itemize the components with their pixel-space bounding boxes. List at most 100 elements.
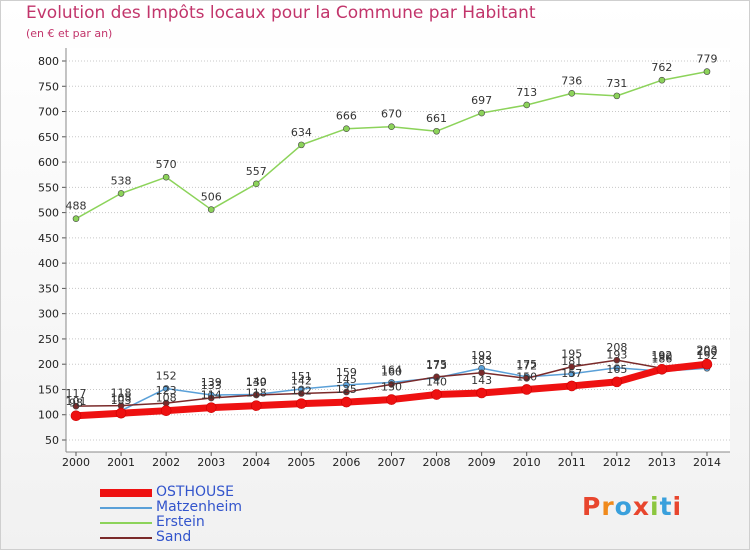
legend-swatch — [100, 521, 152, 524]
y-tick-label: 300 — [38, 308, 59, 321]
data-label-sand: 139 — [246, 376, 267, 389]
data-point-osthouse — [160, 405, 172, 416]
data-point-erstein — [703, 68, 711, 75]
legend-item-erstein: Erstein — [100, 515, 242, 530]
y-tick-label: 400 — [38, 257, 59, 270]
data-label-osthouse: 130 — [381, 381, 402, 394]
chart-subtitle: (en € et par an) — [26, 27, 113, 40]
legend-label: Erstein — [156, 514, 205, 530]
x-tick-label: 2006 — [332, 456, 360, 469]
data-label-matzenheim: 139 — [201, 376, 222, 389]
data-label-osthouse: 122 — [291, 385, 312, 398]
legend-item-matzenheim: Matzenheim — [100, 500, 242, 515]
x-tick-label: 2014 — [693, 456, 721, 469]
x-tick-label: 2007 — [377, 456, 405, 469]
logo-letter: r — [601, 492, 615, 521]
data-label-erstein: 666 — [336, 110, 357, 123]
logo-letter: o — [614, 492, 633, 521]
y-tick-label: 800 — [38, 55, 59, 68]
data-label-erstein: 713 — [516, 86, 537, 99]
data-label-erstein: 670 — [381, 108, 402, 121]
data-label-erstein: 570 — [156, 158, 177, 171]
logo-letter: i — [650, 492, 660, 521]
data-point-erstein — [613, 92, 621, 100]
x-tick-label: 2012 — [603, 456, 631, 469]
data-point-osthouse — [656, 363, 668, 375]
data-point-sand — [72, 402, 80, 410]
data-label-erstein: 762 — [651, 61, 672, 74]
data-label-matzenheim: 193 — [606, 349, 627, 362]
data-point-osthouse — [521, 384, 533, 395]
data-point-erstein — [252, 180, 260, 188]
data-point-osthouse — [431, 389, 442, 400]
data-point-osthouse — [115, 407, 127, 419]
data-label-matzenheim: 164 — [381, 363, 402, 376]
data-point-osthouse — [296, 398, 307, 409]
y-tick-label: 100 — [38, 409, 59, 422]
data-label-sand: 133 — [201, 379, 222, 392]
y-tick-label: 50 — [45, 434, 59, 447]
y-tick-label: 650 — [38, 131, 59, 144]
legend-swatch — [100, 536, 152, 539]
data-label-sand: 203 — [696, 344, 717, 357]
data-label-erstein: 779 — [696, 53, 717, 66]
data-label-erstein: 736 — [561, 74, 582, 87]
data-point-erstein — [207, 206, 215, 213]
data-point-osthouse — [70, 410, 82, 422]
legend-item-sand: Sand — [100, 530, 242, 545]
data-point-osthouse — [250, 400, 262, 411]
data-point-osthouse — [341, 396, 352, 408]
data-label-osthouse: 143 — [471, 374, 492, 387]
data-label-matzenheim: 175 — [516, 358, 537, 371]
data-label-sand: 192 — [651, 349, 672, 362]
data-label-sand: 160 — [381, 365, 402, 378]
x-tick-label: 2002 — [152, 456, 180, 469]
data-point-erstein — [388, 123, 395, 130]
legend-swatch — [100, 488, 152, 497]
x-tick-label: 2004 — [242, 456, 270, 469]
data-label-sand: 123 — [156, 384, 177, 397]
data-point-sand — [478, 369, 485, 377]
data-label-erstein: 538 — [111, 174, 132, 187]
data-label-osthouse: 98 — [69, 397, 83, 410]
data-label-osthouse: 190 — [651, 350, 672, 363]
data-point-sand — [388, 381, 395, 388]
legend-label: OSTHOUSE — [156, 484, 234, 500]
data-point-erstein — [72, 215, 80, 222]
data-point-erstein — [298, 141, 305, 149]
logo-letter: x — [632, 492, 650, 521]
x-tick-label: 2000 — [62, 456, 90, 469]
y-tick-label: 750 — [38, 80, 59, 93]
data-label-osthouse: 103 — [111, 394, 132, 407]
data-label-osthouse: 118 — [246, 387, 267, 400]
data-label-erstein: 557 — [246, 165, 267, 178]
y-tick-label: 150 — [38, 383, 59, 396]
data-label-osthouse: 200 — [696, 345, 717, 358]
data-label-osthouse: 140 — [426, 376, 447, 389]
data-label-erstein: 697 — [471, 94, 492, 107]
data-label-matzenheim: 101 — [66, 395, 87, 408]
data-label-erstein: 506 — [201, 191, 222, 204]
logo-letter: t — [659, 492, 673, 521]
data-label-matzenheim: 173 — [426, 359, 447, 372]
chart-title: Evolution des Impôts locaux pour la Comm… — [26, 3, 536, 23]
data-label-matzenheim: 152 — [156, 369, 177, 382]
data-point-matzenheim — [568, 370, 576, 378]
data-label-sand: 175 — [426, 358, 447, 371]
data-label-erstein: 731 — [606, 77, 627, 90]
x-tick-label: 2009 — [468, 456, 496, 469]
data-label-sand: 208 — [606, 341, 627, 354]
data-label-sand: 118 — [111, 387, 132, 400]
x-tick-label: 2001 — [107, 456, 135, 469]
data-point-sand — [523, 375, 531, 382]
data-label-matzenheim: 192 — [696, 349, 717, 362]
x-tick-label: 2010 — [513, 456, 541, 469]
data-point-erstein — [343, 125, 350, 133]
data-label-sand: 183 — [471, 354, 492, 367]
data-point-erstein — [523, 101, 531, 109]
data-label-sand: 117 — [66, 387, 87, 400]
legend-item-osthouse: OSTHOUSE — [100, 485, 242, 500]
y-tick-label: 350 — [38, 282, 59, 295]
data-point-osthouse — [701, 358, 713, 370]
